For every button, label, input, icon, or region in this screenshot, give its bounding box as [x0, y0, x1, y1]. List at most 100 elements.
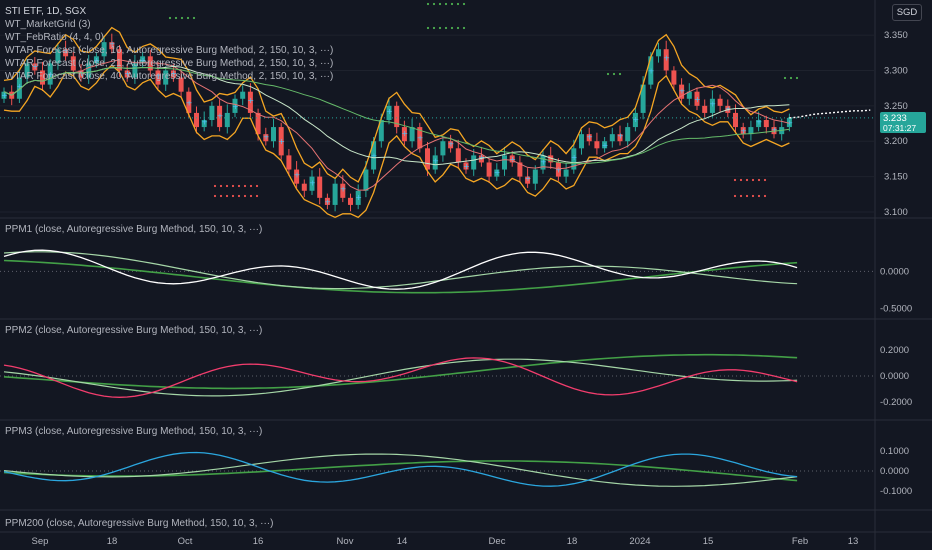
level-dot — [739, 178, 743, 182]
price-tick-label: 3.100 — [884, 207, 908, 218]
ppm200-label[interactable]: PPM200 (close, Autoregressive Burg Metho… — [5, 518, 273, 529]
time-tick-label: 16 — [253, 536, 264, 547]
candle-body — [656, 49, 661, 57]
candle — [178, 69, 184, 99]
candle-body — [409, 127, 415, 142]
candle-body — [648, 56, 654, 85]
grid-marker: + — [494, 168, 501, 177]
time-tick-label: 18 — [107, 536, 118, 547]
ppm1-label[interactable]: PPM1 (close, Autoregressive Burg Method,… — [5, 224, 262, 235]
candle-body — [201, 120, 207, 128]
candle: + — [16, 69, 23, 104]
indicator-label[interactable]: WT_MarketGrid (3) — [5, 19, 91, 30]
candle — [240, 85, 246, 106]
level-dot — [174, 16, 178, 20]
level-dot — [225, 184, 229, 188]
price-pane[interactable]: + + + + + + + + + + + + + + + + + + + + + + + + + + + + + + + + + + + + + + + +… — [0, 2, 875, 219]
candle-body — [563, 169, 569, 177]
candle-body — [340, 183, 346, 198]
candle: + — [602, 136, 609, 153]
candle-body — [178, 77, 184, 92]
candle-body — [532, 169, 538, 184]
price-tick-label: 3.300 — [884, 65, 908, 76]
currency-button[interactable]: SGD — [892, 4, 922, 21]
indicator-label[interactable]: WTAR Forecast (close, 10, Autoregressive… — [5, 45, 333, 56]
candle: + — [170, 64, 177, 82]
forecast-line — [789, 109, 871, 119]
grid-marker: + — [555, 166, 562, 175]
candle-body — [525, 176, 531, 184]
candle-body — [679, 84, 685, 99]
grid-marker: + — [709, 100, 716, 109]
time-axis[interactable]: Sep 18 Oct 16 Nov 14 Dec 18 2024 15 Feb 13 — [32, 536, 859, 547]
candle-body — [663, 49, 669, 71]
time-tick-label: 18 — [567, 536, 578, 547]
price-axis[interactable]: 3.350 3.300 3.250 3.200 3.150 3.100 0.0000 -0.5… — [880, 30, 912, 497]
level-dot — [426, 2, 430, 6]
candle: + — [494, 163, 501, 181]
candle — [563, 163, 569, 183]
grid-marker: + — [309, 179, 316, 188]
time-tick-label: 2024 — [629, 536, 650, 547]
candle-body — [486, 162, 492, 177]
candle: + — [632, 106, 639, 132]
grid-marker: + — [632, 115, 639, 124]
grid-marker: + — [278, 137, 285, 146]
candle — [455, 139, 461, 169]
candle-body — [40, 70, 45, 85]
level-dot — [763, 194, 767, 198]
candle-body — [786, 117, 792, 128]
candle: + — [294, 161, 300, 188]
candle-body — [86, 63, 92, 78]
oscillator-tick-label: 0.1000 — [880, 446, 909, 457]
level-dot — [225, 194, 229, 198]
candle-body — [463, 162, 469, 170]
level-dot — [795, 76, 799, 80]
candle-body — [47, 63, 53, 85]
candle-body — [686, 91, 692, 99]
last-price: 3.233 — [883, 113, 907, 124]
level-dot — [168, 16, 172, 20]
level-dot — [789, 76, 793, 80]
indicator-label[interactable]: WTAR Forecast (close, 40, Autoregressive… — [5, 71, 333, 82]
time-tick-label: 15 — [703, 536, 714, 547]
candle — [763, 115, 769, 134]
level-dot — [213, 184, 217, 188]
candle-body — [124, 70, 130, 78]
grid-marker: + — [586, 133, 593, 142]
indicator-label[interactable]: WTAR Forecast (close, 21, Autoregressive… — [5, 58, 333, 69]
grid-marker: + — [756, 117, 763, 126]
candle: + — [756, 111, 763, 132]
candle-body — [355, 190, 361, 205]
grid-marker: + — [602, 141, 609, 150]
grid-marker: + — [417, 134, 424, 143]
bar-countdown: 07:31:27 — [883, 123, 916, 133]
candle-body — [455, 148, 461, 163]
candle: + — [663, 40, 670, 75]
candle-body — [217, 105, 223, 128]
level-dot — [606, 72, 610, 76]
grid-marker: + — [740, 127, 747, 136]
candle: + — [47, 59, 54, 89]
oscillator-pane — [0, 451, 875, 487]
time-tick-label: Dec — [489, 536, 506, 547]
candle-body — [147, 56, 153, 71]
candle — [686, 83, 692, 106]
grid-marker: + — [32, 62, 39, 71]
grid-marker: + — [155, 71, 162, 80]
candle: + — [525, 168, 531, 188]
ppm2-label[interactable]: PPM2 (close, Autoregressive Burg Method,… — [5, 325, 262, 336]
candle-body — [448, 141, 454, 149]
indicator-label[interactable]: WT_FebRatio (4, 4, 0) — [5, 32, 104, 43]
grid-marker: + — [140, 56, 147, 65]
grid-marker: + — [247, 96, 254, 105]
price-tick-label: 3.150 — [884, 172, 908, 183]
candle — [579, 129, 584, 155]
ppm3-label[interactable]: PPM3 (close, Autoregressive Burg Method,… — [5, 426, 262, 437]
candle-body — [509, 155, 515, 163]
level-dot — [249, 184, 253, 188]
candle-body — [548, 155, 554, 163]
candle — [517, 156, 523, 183]
candle: + — [201, 111, 208, 132]
